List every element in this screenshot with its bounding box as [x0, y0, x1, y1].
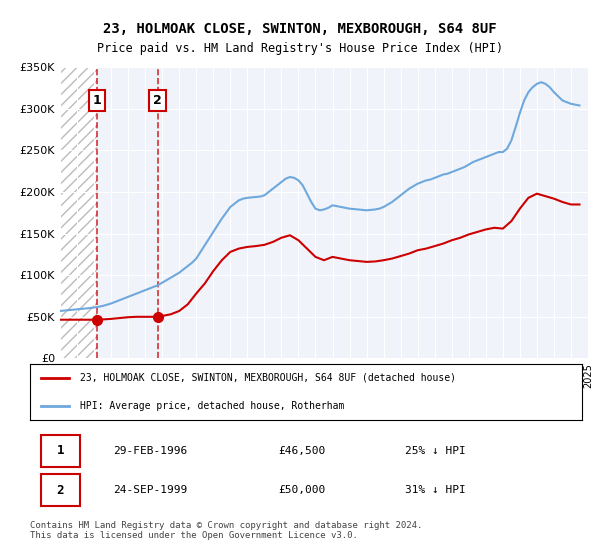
- Text: 25% ↓ HPI: 25% ↓ HPI: [406, 446, 466, 456]
- Text: Contains HM Land Registry data © Crown copyright and database right 2024.
This d: Contains HM Land Registry data © Crown c…: [30, 521, 422, 540]
- Text: £50,000: £50,000: [278, 485, 326, 495]
- Text: Price paid vs. HM Land Registry's House Price Index (HPI): Price paid vs. HM Land Registry's House …: [97, 42, 503, 55]
- Text: £46,500: £46,500: [278, 446, 326, 456]
- Text: 1: 1: [56, 444, 64, 457]
- Text: 29-FEB-1996: 29-FEB-1996: [113, 446, 187, 456]
- Bar: [60, 67, 97, 358]
- Text: 31% ↓ HPI: 31% ↓ HPI: [406, 485, 466, 495]
- Text: HPI: Average price, detached house, Rotherham: HPI: Average price, detached house, Roth…: [80, 401, 344, 411]
- FancyBboxPatch shape: [41, 474, 80, 506]
- Text: 2: 2: [153, 94, 162, 107]
- Text: 1: 1: [92, 94, 101, 107]
- Text: 23, HOLMOAK CLOSE, SWINTON, MEXBOROUGH, S64 8UF (detached house): 23, HOLMOAK CLOSE, SWINTON, MEXBOROUGH, …: [80, 373, 455, 383]
- Text: 24-SEP-1999: 24-SEP-1999: [113, 485, 187, 495]
- Bar: [60, 67, 97, 358]
- Bar: [97, 67, 158, 358]
- Text: 2: 2: [56, 484, 64, 497]
- FancyBboxPatch shape: [41, 435, 80, 467]
- Text: 23, HOLMOAK CLOSE, SWINTON, MEXBOROUGH, S64 8UF: 23, HOLMOAK CLOSE, SWINTON, MEXBOROUGH, …: [103, 22, 497, 36]
